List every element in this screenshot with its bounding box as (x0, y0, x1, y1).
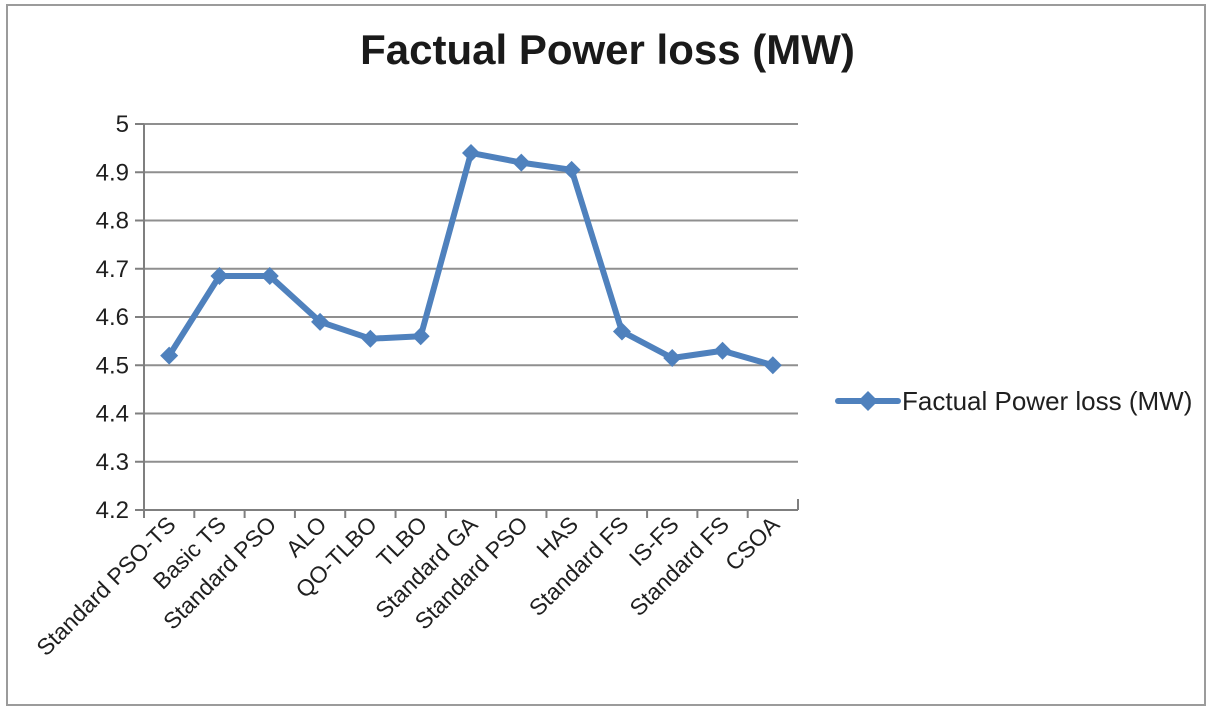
data-point-marker[interactable] (763, 356, 782, 375)
data-point-marker[interactable] (462, 143, 480, 162)
data-point-marker[interactable] (612, 322, 631, 341)
data-point-marker[interactable] (411, 327, 430, 346)
legend[interactable]: Factual Power loss (MW) (835, 386, 1192, 416)
data-point-marker[interactable] (210, 266, 229, 285)
y-axis-tick-label: 4.5 (96, 352, 129, 379)
data-point-marker[interactable] (260, 266, 279, 285)
data-point-marker[interactable] (311, 312, 330, 331)
series-line[interactable] (166, 149, 776, 369)
y-axis-tick-label: 4.7 (96, 256, 129, 283)
data-point-marker[interactable] (562, 160, 581, 179)
legend-marker-diamond-icon (858, 391, 878, 411)
y-axis-tick-label: 4.9 (96, 159, 129, 186)
legend-label: Factual Power loss (MW) (902, 386, 1192, 416)
data-point-marker[interactable] (512, 153, 531, 172)
chart-title: Factual Power loss (MW) (360, 26, 855, 73)
data-point-marker[interactable] (160, 346, 179, 365)
y-axis-tick-label: 4.8 (96, 208, 129, 235)
x-axis-category-label: CSOA (720, 511, 785, 576)
data-point-marker[interactable] (663, 349, 682, 368)
y-axis-tick-label: 4.2 (96, 497, 129, 524)
y-axis-tick-label: 4.6 (96, 304, 129, 331)
y-axis-tick-label: 4.4 (96, 401, 129, 428)
y-axis-tick-label: 5 (116, 111, 129, 138)
y-axis-tick-label: 4.3 (96, 449, 129, 476)
data-point-marker[interactable] (713, 341, 732, 360)
chart-border-frame (6, 4, 1206, 706)
data-point-marker[interactable] (361, 329, 380, 348)
